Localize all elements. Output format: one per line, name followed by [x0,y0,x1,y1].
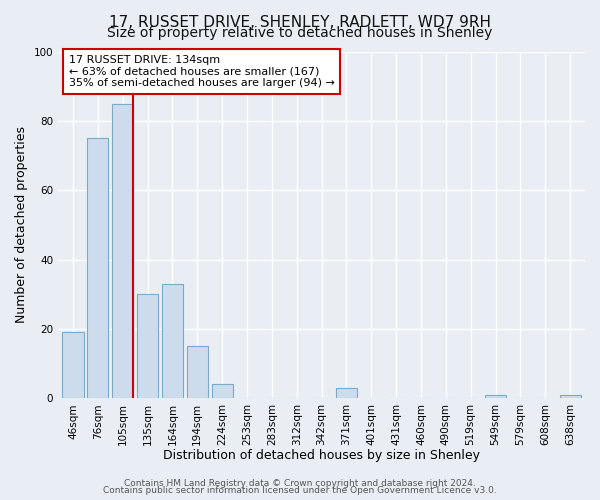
Bar [137,294,158,399]
Text: Contains public sector information licensed under the Open Government Licence v3: Contains public sector information licen… [103,486,497,495]
Text: 17 RUSSET DRIVE: 134sqm
← 63% of detached houses are smaller (167)
35% of semi-d: 17 RUSSET DRIVE: 134sqm ← 63% of detache… [68,55,334,88]
Bar [162,284,183,399]
Y-axis label: Number of detached properties: Number of detached properties [15,126,28,324]
Bar [336,388,357,398]
Text: Contains HM Land Registry data © Crown copyright and database right 2024.: Contains HM Land Registry data © Crown c… [124,478,476,488]
Bar [112,104,133,399]
Bar [212,384,233,398]
Bar [87,138,109,398]
Bar [485,395,506,398]
Bar [187,346,208,399]
X-axis label: Distribution of detached houses by size in Shenley: Distribution of detached houses by size … [163,450,480,462]
Text: 17, RUSSET DRIVE, SHENLEY, RADLETT, WD7 9RH: 17, RUSSET DRIVE, SHENLEY, RADLETT, WD7 … [109,15,491,30]
Bar [62,332,83,398]
Bar [560,395,581,398]
Text: Size of property relative to detached houses in Shenley: Size of property relative to detached ho… [107,26,493,40]
